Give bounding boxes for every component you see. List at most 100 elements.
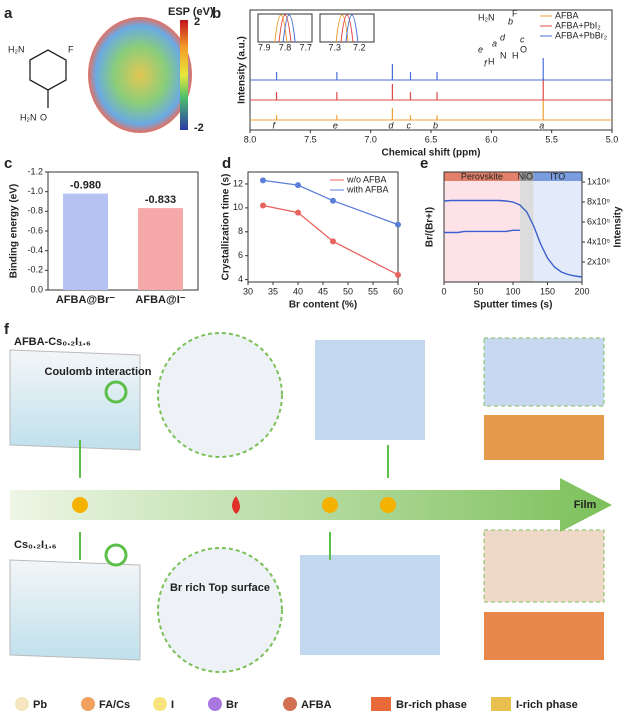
panel-label: f [4,321,10,338]
y-axis-label: Crystallization time (s) [221,174,232,281]
legend-label: AFBA [555,10,579,20]
y-tick-label: 0.0 [30,284,43,294]
x-tick-label: 150 [540,286,555,296]
peak-label: d [388,120,394,130]
panel-label: d [222,155,231,172]
legend-icon [153,697,167,711]
series-line [262,179,399,226]
label: Cs₀.₂I₁.₆ [14,539,57,551]
legend-label: Br-rich phase [396,699,467,711]
point [295,209,301,216]
structure-label: d [500,32,506,42]
inset-tick-label: 7.2 [353,42,366,52]
y-tick-label: 6x10⁵ [587,216,611,226]
panel-label: e [420,155,428,172]
x-tick-label: 50 [343,286,353,296]
label: Br rich Top surface [170,582,270,594]
x-tick-label: 35 [268,286,278,296]
value-label: -0.833 [145,194,176,206]
plot-frame [319,13,375,43]
x-axis-label: Br content (%) [289,300,357,311]
x-tick-label: 60 [393,286,403,296]
panel-label: c [4,155,12,172]
region-label: ITO [550,171,565,181]
label: AFBA-Cs₀.₂I₁.₆ [14,336,91,348]
legend-label: I-rich phase [516,699,578,711]
x-tick-label: 0 [441,286,446,296]
legend-icon [81,697,95,711]
peak-label: a [539,120,544,130]
point [295,182,301,189]
x-tick-label: 5.5 [545,134,558,144]
x-tick-label: 8.0 [244,134,257,144]
structure-label: e [478,44,483,54]
y-tick-label: -0.2 [27,265,43,275]
point [260,202,266,209]
x-tick-label: AFBA@I⁻ [135,294,185,306]
atom-label: O [40,112,47,122]
atom-label: H₂N [8,44,25,54]
legend-label: AFBA [301,699,332,711]
region-label: Perovskite [461,171,503,181]
x-tick-label: 40 [293,286,303,296]
structure-label: c [520,34,525,44]
series-line [262,204,399,276]
region [533,172,582,282]
panel-label: b [212,5,221,22]
structure-label: H₂N [478,12,495,22]
bar [63,193,108,290]
y-tick-label: 6 [238,250,243,260]
legend-icon [15,697,29,711]
x-tick-label: 6.0 [485,134,498,144]
x-tick-label: 200 [574,286,589,296]
point [395,221,401,228]
series-line [444,229,520,234]
inset-tick-label: 7.3 [328,42,341,52]
legend-label: w/o AFBA [346,174,387,184]
peak-label: c [406,120,411,130]
legend-icon [208,697,222,711]
region [519,172,534,282]
structure-label: O [520,44,527,54]
inset-tick-label: 7.7 [300,42,313,52]
y-tick-label: 1x10⁶ [587,176,611,186]
y-tick-label: 10 [233,202,243,212]
structure-label: N [500,50,507,60]
bar [138,208,183,290]
x-tick-label: 5.0 [606,134,619,144]
atom-label: H₂N [20,112,37,122]
colorbar-title: ESP (eV) [168,6,214,18]
label: Coulomb interaction [45,366,152,378]
arrow-label: Film [574,499,597,511]
legend-label: AFBA+PbI₂ [555,20,601,30]
x-tick-label: 7.0 [364,134,377,144]
y-axis-label: Br/(Br+I) [425,207,436,247]
region-header [533,172,582,181]
inset-peak [274,14,288,43]
y-tick-label: 2x10⁵ [587,256,611,266]
x-axis-label: Chemical shift (ppm) [382,148,481,159]
legend-icon [283,697,297,711]
colorbar-min: -2 [194,122,204,134]
x-tick-label: 45 [318,286,328,296]
x-tick-label: AFBA@Br⁻ [56,294,116,306]
panel-a-art [29,17,192,133]
inset-peak [340,14,354,43]
point [395,271,401,278]
x-axis-label: Sputter times (s) [474,300,553,311]
x-tick-label: 100 [505,286,520,296]
y-tick-label: 12 [233,178,243,188]
point [330,238,336,245]
structure-label: F [512,8,518,18]
series-line [443,199,583,278]
x-tick-label: 30 [243,286,253,296]
point [260,177,266,184]
atom-label: F [68,44,74,54]
y-axis-label: Binding energy (eV) [9,184,20,278]
x-tick-label: 7.5 [304,134,317,144]
x-tick-label: 55 [368,286,378,296]
y-tick-label: -0.4 [27,245,43,255]
point [330,197,336,204]
region [444,172,520,282]
